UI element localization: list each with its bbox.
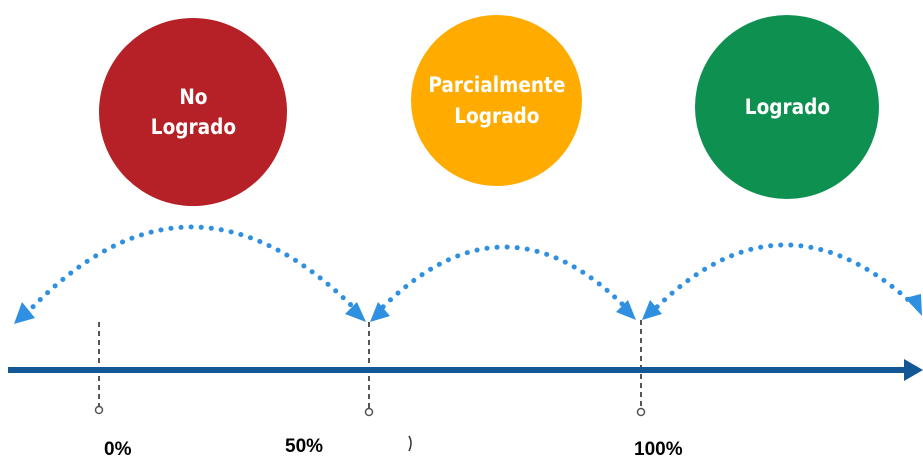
dotted-arc-1 [23, 224, 363, 317]
arc-3-right-arrowhead [905, 294, 922, 316]
scale-label-50-percent: 50% [285, 436, 324, 457]
arc-3-left-arrowhead [642, 300, 662, 320]
dotted-arc-3 [647, 242, 918, 317]
logrado-label: Logrado [744, 94, 830, 119]
scale-axis-arrowhead [904, 359, 923, 381]
arc-2-left-arrowhead [370, 302, 390, 322]
tick-marker-0 [94, 405, 104, 415]
arc-2-right-arrowhead [616, 300, 636, 320]
parcialmente-logrado-label: Parcialmente Logrado [427, 73, 566, 128]
stray-mark [408, 435, 412, 452]
arc-1-left-arrowhead [14, 302, 35, 324]
tick-marker-100 [636, 407, 646, 417]
parcialmente-logrado-circle: Parcialmente Logrado [411, 15, 582, 186]
dotted-arc-2 [373, 244, 635, 317]
no-logrado-circle: No Logrado [99, 18, 287, 206]
scale-label-100-percent: 100% [634, 439, 683, 457]
no-logrado-label: No Logrado [150, 84, 236, 139]
arc-1-right-arrowhead [345, 302, 366, 322]
logrado-circle: Logrado [695, 15, 879, 199]
tick-marker-50 [364, 407, 374, 417]
scale-label-0-percent: 0% [104, 439, 132, 457]
